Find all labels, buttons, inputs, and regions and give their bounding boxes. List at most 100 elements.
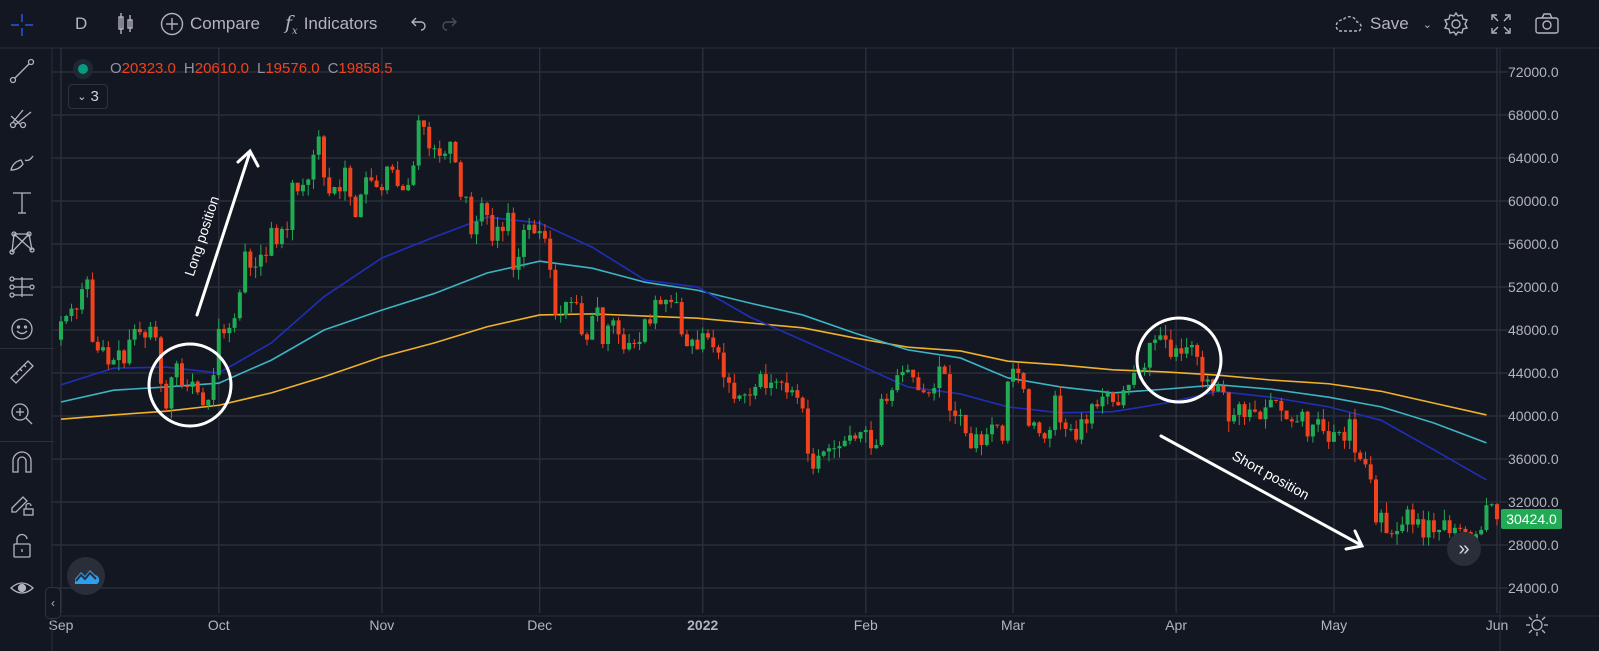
candle [1142, 362, 1147, 376]
measure-tool[interactable] [8, 358, 36, 386]
visibility-tool[interactable] [8, 574, 36, 602]
candle [542, 224, 547, 243]
candle-body [1437, 529, 1442, 533]
candle-body [848, 435, 852, 441]
candle [679, 297, 684, 337]
candle-body [253, 266, 258, 268]
candle-body [1342, 432, 1347, 441]
candle-body [432, 148, 437, 150]
trend-line-tool[interactable] [8, 57, 36, 85]
candle [690, 338, 695, 354]
candle-body [532, 224, 537, 234]
candle-body [353, 196, 358, 218]
candle-body [274, 227, 279, 244]
candle-body [606, 325, 611, 344]
x-tick-label: Mar [1001, 617, 1025, 633]
candle [742, 393, 747, 404]
candle-body [648, 319, 653, 324]
snapshot-button[interactable] [1534, 10, 1560, 38]
candle [832, 440, 837, 459]
save-button[interactable]: Save ⌄ [1334, 10, 1432, 38]
candle-body [637, 341, 642, 344]
candle [106, 341, 111, 370]
candle-body [579, 303, 584, 335]
interval-button[interactable]: D [75, 10, 87, 38]
redo-button[interactable] [440, 10, 460, 38]
candle [1274, 399, 1279, 403]
icons-tool[interactable] [8, 315, 36, 343]
candle [364, 171, 369, 204]
zoom-tool[interactable] [8, 400, 36, 428]
candle-body [842, 440, 847, 447]
indicators-toggle[interactable]: ⌄ 3 [68, 84, 108, 109]
candle [490, 207, 495, 247]
candle [295, 182, 300, 196]
candle [285, 221, 290, 238]
indicators-button[interactable]: fx Indicators [285, 10, 377, 38]
candle [947, 365, 952, 422]
brush-icon [10, 155, 34, 171]
scroll-to-realtime-button[interactable]: » [1447, 532, 1481, 566]
candle-body [574, 302, 579, 304]
candle [1158, 327, 1163, 341]
candle-body [742, 394, 747, 396]
tradingview-logo[interactable] [67, 557, 105, 595]
candle-body [548, 238, 553, 270]
candle-body [1179, 348, 1184, 354]
candle [300, 178, 305, 197]
magnet-tool[interactable] [8, 448, 36, 476]
lock-tool[interactable] [8, 532, 36, 560]
brush-tool[interactable] [8, 147, 36, 175]
candle [990, 417, 995, 442]
candle [101, 339, 106, 353]
candle [227, 323, 232, 343]
candle-body [905, 369, 910, 372]
candle [64, 314, 69, 325]
chart-settings-button[interactable] [1524, 612, 1550, 638]
gear-icon [1443, 11, 1469, 37]
collapse-toolbar-button[interactable]: ‹ [45, 587, 61, 619]
lock-drawings-tool[interactable] [8, 490, 36, 518]
candle-body [542, 231, 547, 239]
candle [258, 244, 263, 276]
x-tick-label: Oct [208, 617, 230, 633]
candle [1100, 388, 1105, 414]
candle [274, 224, 279, 248]
candle [1126, 384, 1131, 396]
candle-body [169, 377, 174, 409]
text-tool[interactable] [8, 189, 36, 217]
candle [1005, 380, 1010, 444]
settings-button[interactable] [1443, 10, 1469, 38]
candle [1389, 529, 1394, 538]
candle-body [379, 187, 384, 191]
pattern-tool[interactable] [8, 229, 36, 257]
candle [648, 314, 653, 327]
candle-body [500, 226, 505, 232]
candle-body [306, 179, 311, 185]
candle-body [395, 169, 400, 186]
candle [90, 272, 95, 343]
chart-type-button[interactable] [116, 10, 136, 38]
x-tick-label: Sep [49, 617, 74, 633]
fullscreen-button[interactable] [1490, 10, 1512, 38]
candle-body [1174, 348, 1179, 357]
candle [222, 324, 227, 339]
y-tick-label: 32000.0 [1508, 494, 1559, 510]
undo-button[interactable] [408, 10, 428, 38]
candle-body [1421, 519, 1426, 538]
candle [937, 356, 942, 398]
crosshair-tool[interactable] [8, 11, 36, 39]
candle-body [1005, 381, 1010, 441]
prediction-tool[interactable] [8, 273, 36, 301]
candle-body [1416, 519, 1421, 525]
candle-body [300, 184, 305, 192]
compare-button[interactable]: Compare [160, 10, 260, 38]
candle [911, 369, 916, 383]
candle-body [832, 448, 837, 450]
axes: 72000.0 68000.0 64000.0 60000.0 56000.0 52000… [0, 47, 1599, 651]
fib-tool[interactable] [8, 103, 36, 131]
candle-body [448, 141, 453, 154]
y-tick-label: 56000.0 [1508, 236, 1559, 252]
candle [1253, 400, 1258, 413]
